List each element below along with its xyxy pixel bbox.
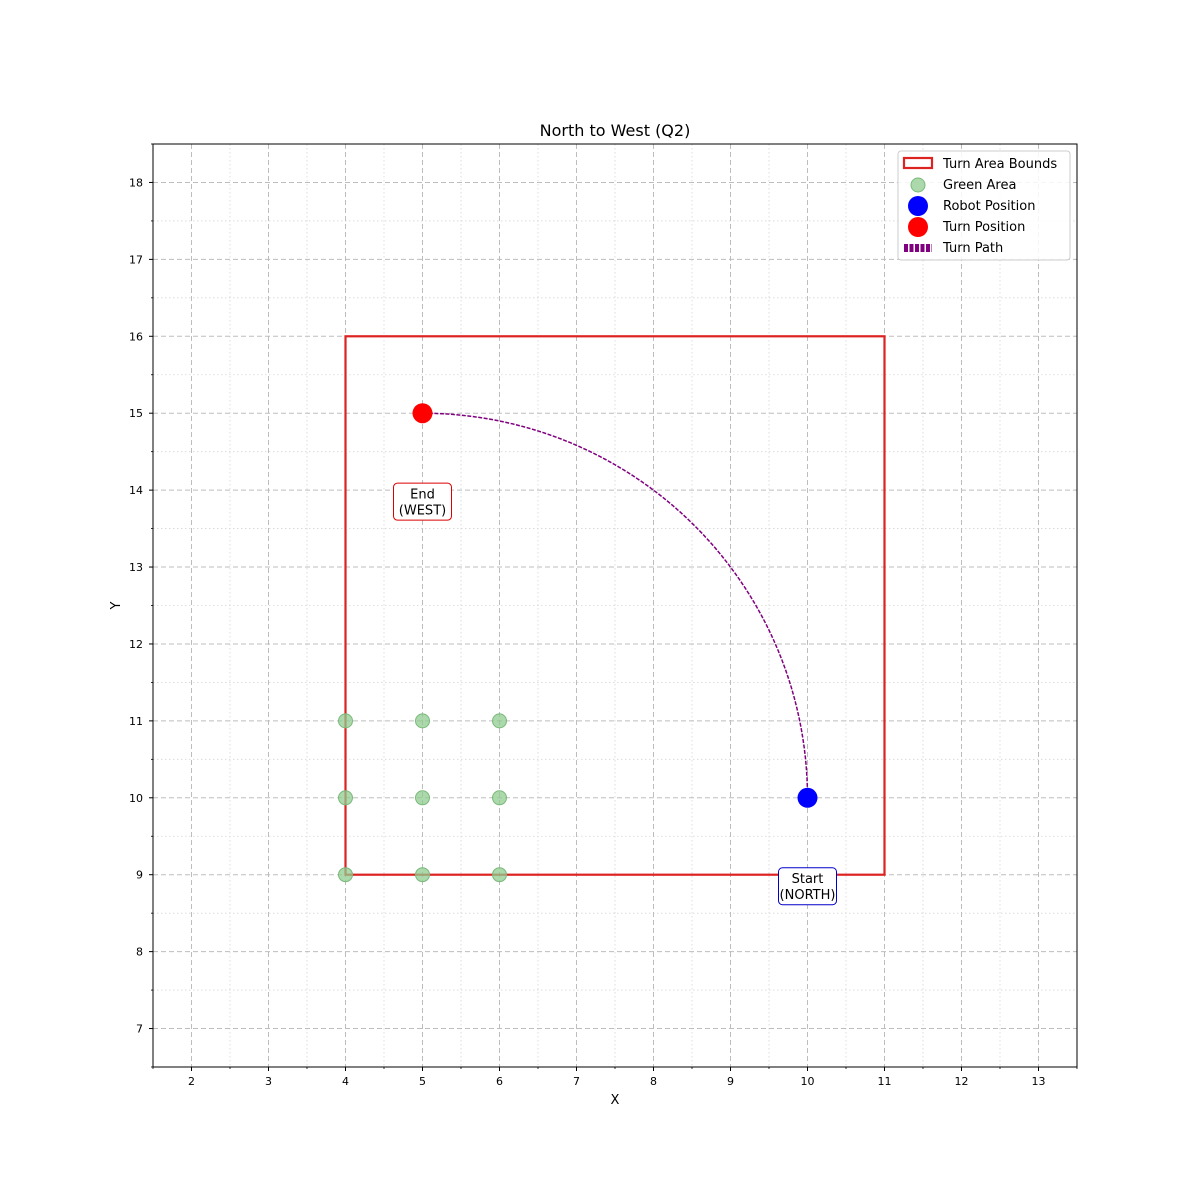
green-area-point bbox=[492, 790, 507, 806]
legend-label: Turn Position bbox=[942, 220, 1025, 235]
legend-swatch-green-area bbox=[910, 177, 926, 193]
y-tick-label: 11 bbox=[129, 715, 143, 728]
x-tick-label: 6 bbox=[496, 1075, 503, 1088]
legend: Turn Area Bounds Green Area Robot Position… bbox=[897, 150, 1071, 261]
y-tick-label: 18 bbox=[129, 176, 143, 189]
x-tick-label: 12 bbox=[955, 1075, 969, 1088]
robot-position-marker bbox=[797, 787, 818, 808]
annotation-text: (WEST) bbox=[399, 504, 446, 519]
y-tick-label: 7 bbox=[136, 1023, 143, 1036]
x-tick-label: 9 bbox=[727, 1075, 734, 1088]
legend-label: Green Area bbox=[943, 178, 1016, 193]
annotation-box bbox=[393, 482, 452, 521]
y-axis-label: Y bbox=[109, 601, 124, 610]
y-tick-label: 13 bbox=[129, 561, 143, 574]
y-tick-label: 16 bbox=[129, 330, 143, 343]
annotations: Start(NORTH) End(WEST) bbox=[393, 482, 837, 906]
legend-swatch-turn-area-bounds bbox=[902, 156, 934, 170]
green-area-point bbox=[415, 867, 430, 883]
x-tick-label: 10 bbox=[801, 1075, 815, 1088]
plot-frame bbox=[152, 143, 1078, 1068]
turn-area-bounds bbox=[344, 335, 886, 876]
y-tick-label: 8 bbox=[136, 946, 143, 959]
grid bbox=[152, 143, 1078, 1068]
legend-label: Turn Area Bounds bbox=[942, 157, 1057, 172]
green-area-point bbox=[415, 713, 430, 729]
y-tick-label: 15 bbox=[129, 407, 143, 420]
chart-title: North to West (Q2) bbox=[540, 121, 691, 140]
legend-box bbox=[897, 150, 1071, 261]
legend-label: Robot Position bbox=[943, 199, 1035, 214]
annotation-text: Start bbox=[792, 872, 824, 887]
x-tick-label: 8 bbox=[650, 1075, 657, 1088]
y-tick-label: 17 bbox=[129, 253, 143, 266]
annotation-box bbox=[778, 867, 837, 906]
x-tick-label: 13 bbox=[1032, 1075, 1046, 1088]
x-tick-label: 2 bbox=[188, 1075, 195, 1088]
annotation-text: End bbox=[410, 488, 435, 503]
green-area-point bbox=[338, 790, 353, 806]
y-tick-label: 10 bbox=[129, 792, 143, 805]
y-tick-label: 9 bbox=[136, 869, 143, 882]
turn-path bbox=[422, 412, 809, 798]
x-tick-label: 4 bbox=[342, 1075, 349, 1088]
x-tick-label: 11 bbox=[878, 1075, 892, 1088]
y-tick-label: 14 bbox=[129, 484, 143, 497]
x-tick-label: 5 bbox=[419, 1075, 426, 1088]
x-tick-label: 7 bbox=[573, 1075, 580, 1088]
x-tick-label: 3 bbox=[265, 1075, 272, 1088]
legend-swatch-turn-position bbox=[908, 217, 928, 237]
turn-position-marker bbox=[412, 403, 433, 424]
plot-data bbox=[338, 335, 886, 883]
green-area-point bbox=[415, 790, 430, 806]
green-area-point bbox=[338, 867, 353, 883]
y-tick-label: 12 bbox=[129, 638, 143, 651]
green-area-point bbox=[338, 713, 353, 729]
x-axis-label: X bbox=[611, 1093, 620, 1108]
annotation-text: (NORTH) bbox=[780, 888, 836, 903]
legend-label: Turn Path bbox=[942, 241, 1003, 256]
legend-swatch-robot-position bbox=[908, 196, 928, 216]
green-area-point bbox=[492, 867, 507, 883]
green-area-point bbox=[492, 713, 507, 729]
ticks: 2 3 4 5 6 7 8 9 10 11 12 13 7 8 9 10 11 12 13 14 15 16 17 18 bbox=[129, 143, 1078, 1088]
